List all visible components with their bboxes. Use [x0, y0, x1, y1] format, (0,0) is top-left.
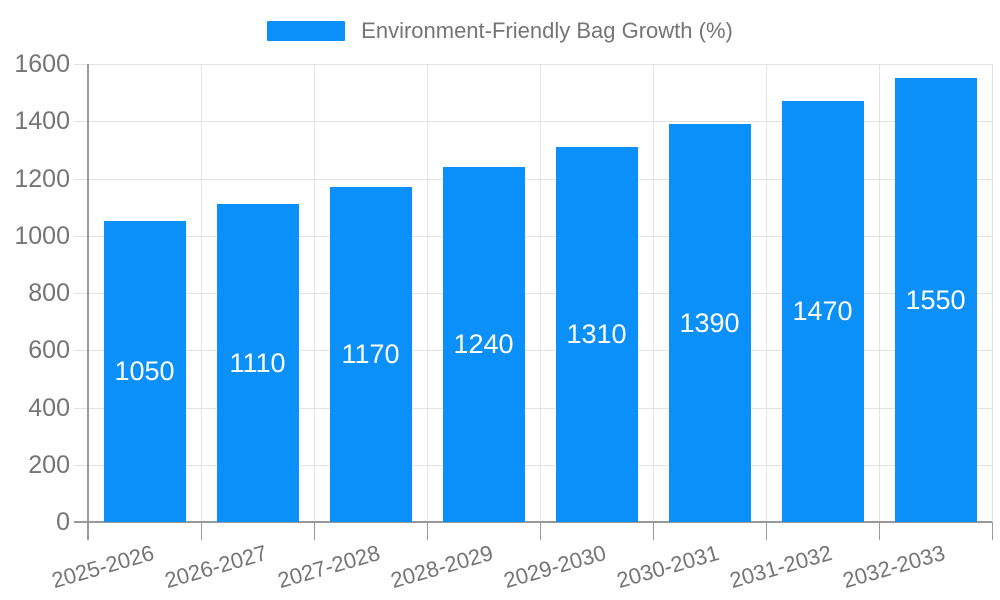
y-axis-tick — [74, 235, 88, 237]
bar-value-label: 1110 — [229, 347, 286, 378]
y-axis-tick — [74, 178, 88, 180]
bar-2026-2027[interactable]: 1110 — [216, 204, 299, 522]
y-axis-tick-label: 1400 — [14, 107, 70, 136]
x-axis-tick — [314, 522, 315, 540]
y-axis-tick-label: 1200 — [14, 164, 70, 193]
bar-2025-2026[interactable]: 1050 — [103, 221, 186, 522]
bar-value-label: 1390 — [679, 307, 740, 338]
y-axis-tick — [74, 64, 88, 65]
gridline-v — [540, 64, 541, 522]
bar-2030-2031[interactable]: 1390 — [668, 124, 751, 522]
y-axis-tick-label: 800 — [28, 279, 70, 307]
x-axis-tick-label: 2026-2027 — [162, 540, 271, 594]
y-axis-tick — [74, 464, 88, 466]
chart-legend[interactable]: Environment-Friendly Bag Growth (%) — [0, 20, 1000, 42]
x-axis-tick — [653, 522, 654, 540]
gridline-v — [766, 64, 767, 522]
bar-2029-2030[interactable]: 1310 — [555, 147, 638, 522]
x-axis-tick-label: 2027-2028 — [275, 540, 384, 594]
y-axis-tick-label: 400 — [28, 393, 70, 422]
x-axis-tick — [427, 522, 428, 540]
x-axis-tick-label: 2030-2031 — [614, 540, 723, 594]
bar-value-label: 1050 — [114, 356, 175, 387]
gridline-v — [427, 64, 428, 522]
x-axis-tick-label: 2028-2029 — [388, 540, 497, 594]
gridline-v — [201, 64, 202, 522]
gridline-v — [314, 64, 315, 522]
x-axis-tick — [540, 522, 541, 540]
x-axis-tick — [992, 522, 993, 540]
y-axis-tick — [74, 350, 88, 352]
gridline-v — [992, 64, 993, 522]
x-axis-tick-label: 2032-2033 — [840, 540, 949, 594]
y-axis-tick-label: 1000 — [14, 221, 70, 250]
bar-value-label: 1310 — [566, 318, 627, 349]
x-axis-tick — [766, 522, 767, 540]
bar-2028-2029[interactable]: 1240 — [442, 167, 525, 522]
y-axis-tick-label: 1600 — [14, 50, 70, 78]
x-axis-tick-label: 2031-2032 — [727, 540, 836, 594]
y-axis-tick-label: 200 — [28, 450, 70, 479]
y-axis-tick — [74, 407, 88, 409]
y-axis-line — [87, 64, 89, 540]
bar-value-label: 1550 — [905, 284, 966, 315]
x-axis-tick — [201, 522, 202, 540]
gridline-v — [879, 64, 880, 522]
bar-2031-2032[interactable]: 1470 — [781, 101, 864, 522]
bar-2027-2028[interactable]: 1170 — [329, 187, 412, 522]
y-axis-tick-label: 600 — [28, 336, 70, 365]
y-axis-tick-label: 0 — [56, 508, 70, 536]
legend-label: Environment-Friendly Bag Growth (%) — [361, 18, 733, 43]
bar-2032-2033[interactable]: 1550 — [894, 78, 977, 522]
y-axis-tick — [74, 293, 88, 294]
gridline-v — [653, 64, 654, 522]
x-axis-tick-label: 2025-2026 — [49, 540, 158, 594]
x-axis-line — [74, 521, 992, 523]
bar-value-label: 1170 — [341, 339, 400, 370]
bar-value-label: 1240 — [453, 329, 514, 360]
legend-swatch-icon — [267, 21, 346, 41]
x-axis-tick-label: 2029-2030 — [501, 540, 610, 594]
x-axis-tick — [879, 522, 880, 540]
bar-value-label: 1470 — [792, 296, 853, 327]
y-axis-tick — [74, 121, 88, 123]
